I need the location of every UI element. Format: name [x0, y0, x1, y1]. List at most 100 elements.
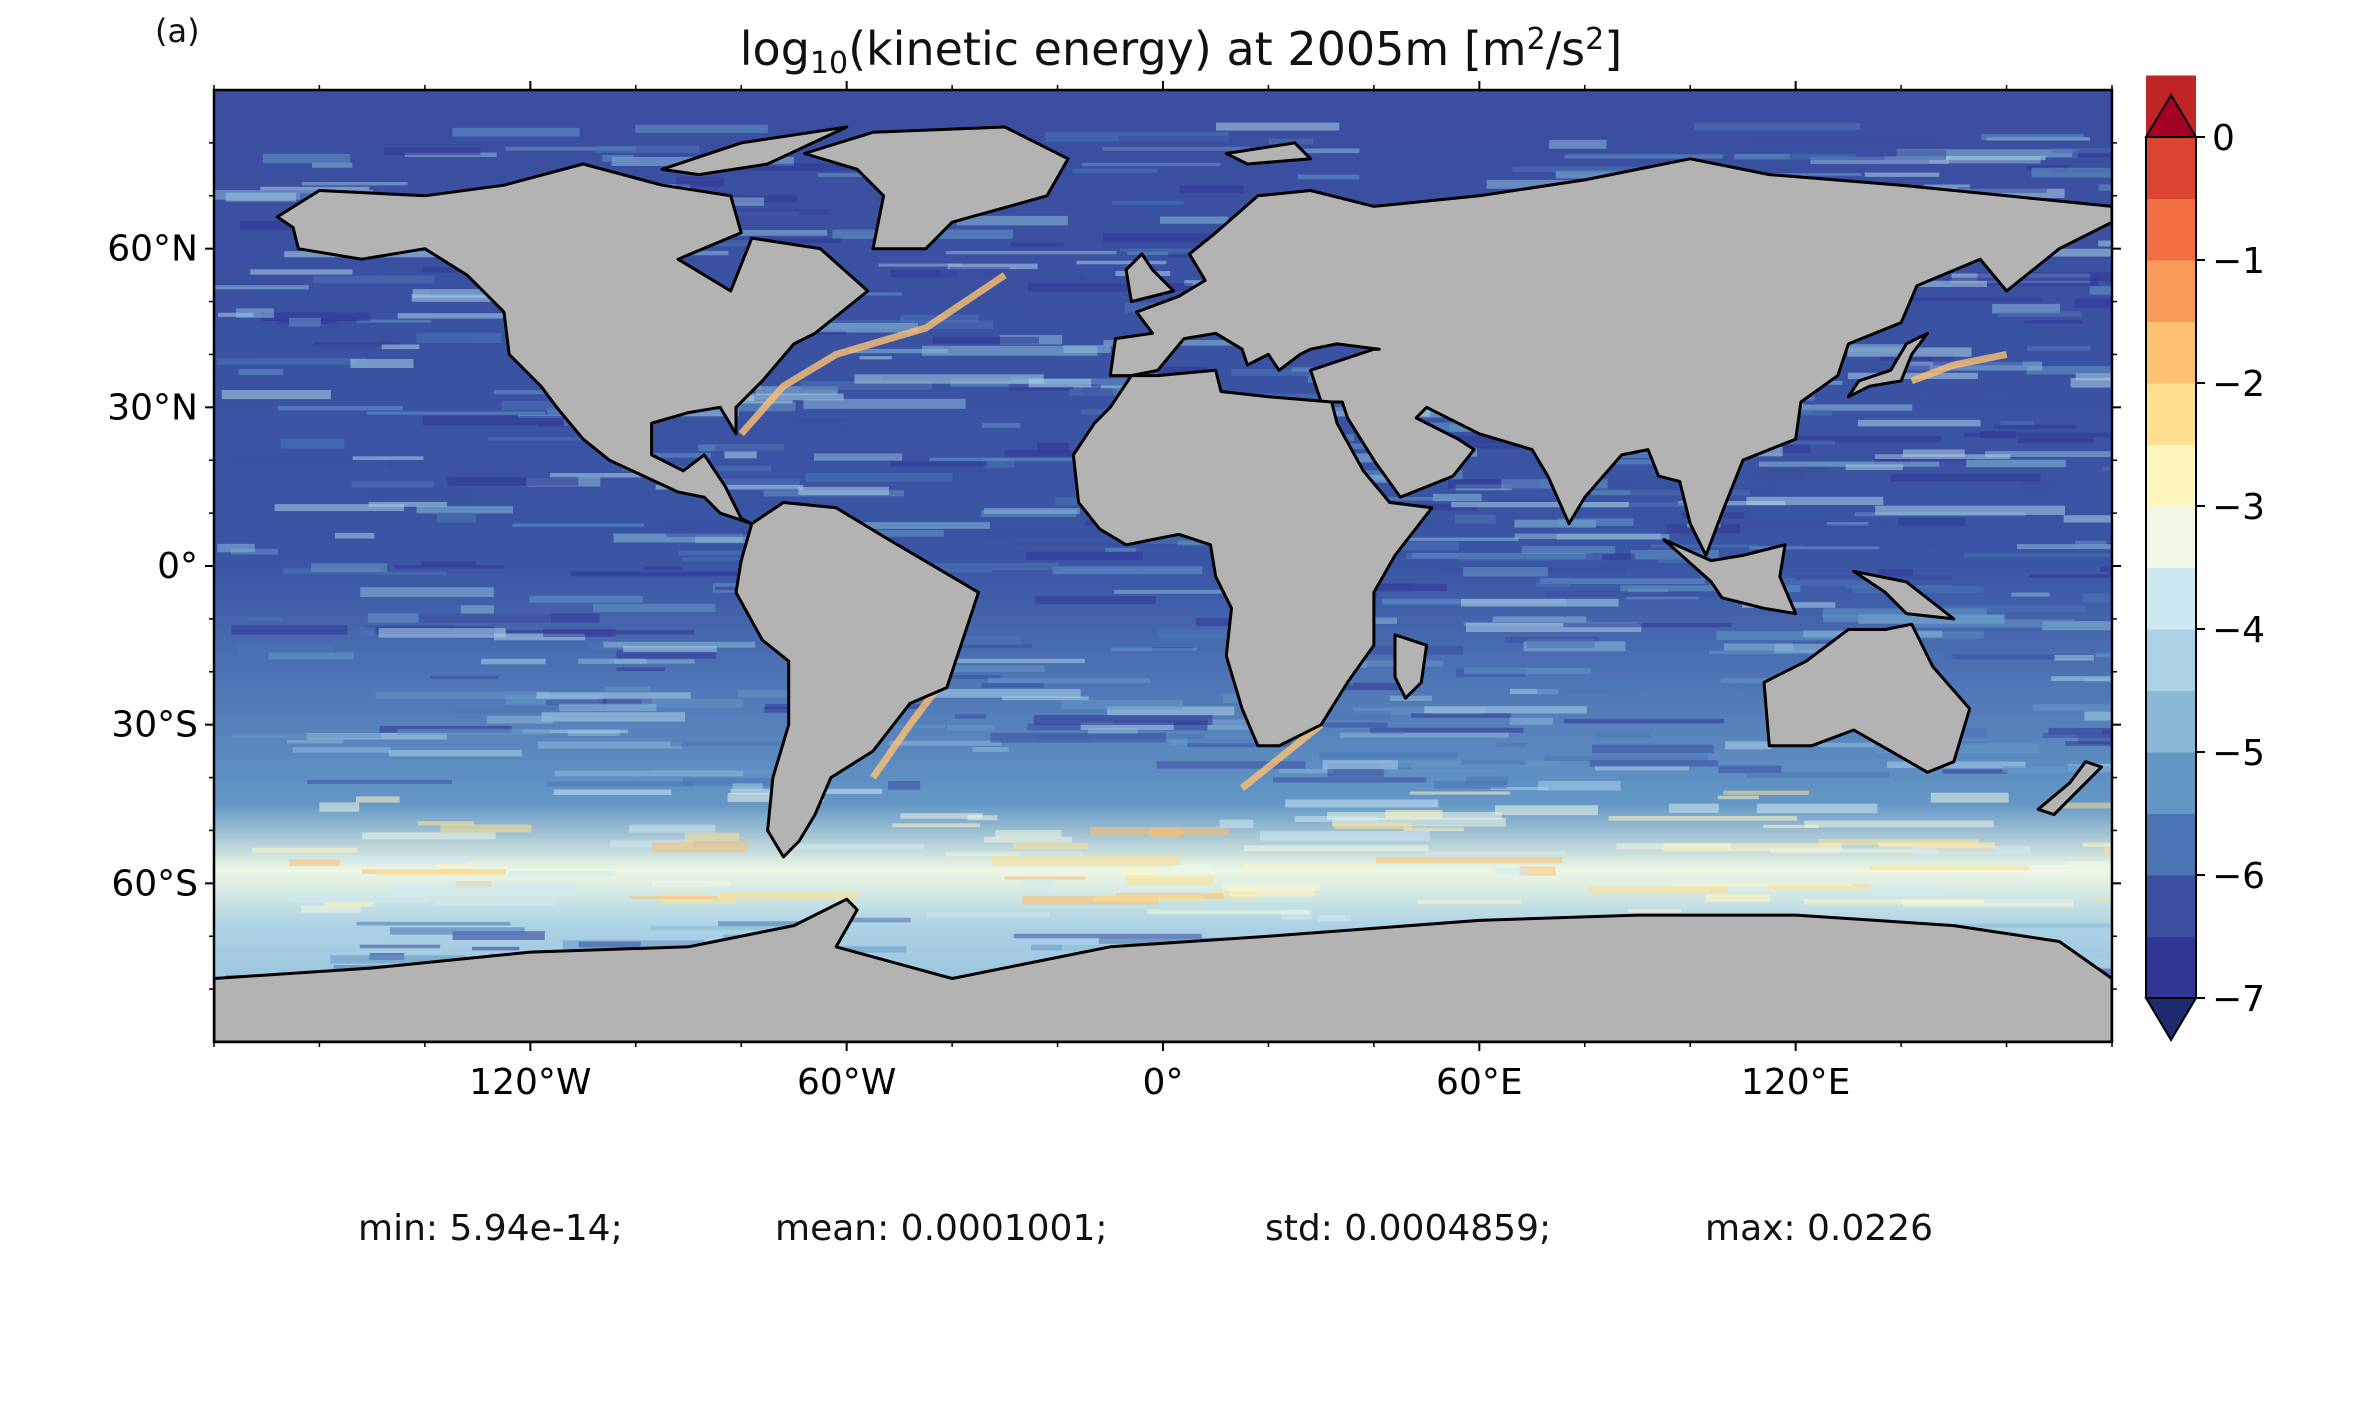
energy-streak	[1628, 909, 1682, 913]
energy-streak	[1229, 886, 1315, 897]
energy-streak	[2032, 704, 2112, 711]
energy-streak	[1465, 622, 1642, 633]
energy-streak	[1563, 622, 1732, 628]
colorbar-label: −4	[2212, 610, 2265, 651]
energy-streak	[367, 411, 546, 415]
energy-streak	[1608, 815, 1798, 821]
energy-streak	[1811, 523, 1882, 531]
energy-streak	[1327, 769, 1384, 777]
energy-streak	[1033, 715, 1213, 725]
energy-streak	[1081, 162, 1221, 167]
energy-streak	[907, 688, 1081, 698]
energy-streak	[1669, 803, 1719, 813]
stat-mean: mean: 0.0001001;	[775, 1208, 1108, 1249]
energy-streak	[930, 562, 1059, 571]
energy-streak	[2082, 593, 2112, 603]
energy-streak	[289, 859, 340, 867]
energy-streak	[440, 824, 532, 833]
energy-streak	[388, 750, 522, 757]
energy-streak	[878, 263, 962, 267]
energy-streak	[1769, 435, 1942, 443]
energy-streak	[292, 747, 391, 753]
energy-streak	[381, 344, 420, 350]
energy-streak	[559, 703, 657, 712]
colorbar-level	[2146, 198, 2196, 261]
energy-streak	[578, 658, 647, 664]
boundary-current	[870, 680, 945, 780]
energy-streak	[1592, 553, 1635, 560]
energy-streak	[652, 842, 749, 853]
energy-streak	[376, 869, 506, 876]
energy-streak	[1589, 760, 1719, 767]
energy-streak	[1763, 824, 1819, 829]
energy-streak	[487, 436, 613, 441]
energy-streak	[2011, 592, 2050, 597]
energy-streak	[1671, 883, 1852, 887]
energy-streak	[252, 847, 358, 853]
energy-streak	[849, 348, 948, 354]
energy-streak	[1432, 493, 1482, 502]
energy-streak	[1521, 545, 1616, 554]
energy-streak	[1105, 547, 1137, 553]
energy-streak	[1544, 755, 1708, 762]
energy-streak	[1769, 848, 1939, 853]
energy-streak	[486, 715, 553, 724]
energy-streak	[2051, 802, 2112, 809]
energy-streak	[1448, 479, 1541, 489]
energy-streak	[1494, 805, 1598, 816]
energy-streak	[1943, 654, 2093, 660]
energy-streak	[2017, 437, 2094, 444]
energy-streak	[1147, 909, 1311, 915]
energy-streak	[416, 333, 502, 344]
land-scandinavia-svalbard	[1224, 141, 1313, 166]
energy-streak	[778, 843, 925, 850]
energy-streak	[1281, 910, 1313, 920]
energy-streak	[274, 504, 404, 512]
energy-streak	[1026, 551, 1143, 561]
energy-streak	[1118, 136, 1233, 145]
colorbar-level	[2146, 444, 2196, 507]
energy-streak	[1461, 760, 1526, 765]
energy-streak	[418, 613, 600, 623]
energy-streak	[798, 486, 889, 495]
energy-streak	[1037, 442, 1069, 453]
energy-streak	[1385, 809, 1443, 819]
energy-streak	[629, 895, 718, 899]
energy-streak	[1106, 706, 1235, 716]
land-arctic-islands	[660, 125, 849, 177]
energy-streak	[359, 944, 441, 949]
energy-streak	[655, 484, 804, 490]
energy-streak	[416, 506, 513, 514]
energy-streak	[1460, 598, 1619, 607]
map-figure: 60°N30°N0°30°S60°S 120°W 60°W 0° 60°E 120°E …	[107, 75, 2265, 1103]
energy-streak	[592, 603, 716, 613]
energy-streak	[1390, 504, 1478, 511]
land-new-guinea	[1852, 569, 1956, 621]
energy-streak	[1031, 944, 1062, 951]
energy-streak	[1412, 172, 1490, 178]
energy-streak	[1093, 895, 1205, 902]
boundary-current	[1910, 351, 2008, 385]
energy-streak	[1512, 124, 1684, 129]
energy-streak	[351, 480, 434, 488]
energy-streak	[388, 460, 479, 468]
energy-streak	[1803, 899, 1984, 905]
energy-streak	[1014, 274, 1168, 285]
energy-streak	[2016, 544, 2112, 550]
energy-streak	[421, 561, 476, 566]
energy-streak	[1564, 154, 1723, 159]
energy-streak	[541, 712, 686, 722]
energy-streak	[1337, 453, 1391, 463]
energy-streak	[2074, 298, 2112, 308]
energy-streak	[1810, 156, 1950, 165]
energy-streak	[1463, 567, 1548, 577]
colorbar-level	[2146, 383, 2196, 445]
energy-streak	[505, 146, 636, 151]
energy-streak	[1630, 550, 1720, 560]
energy-streak	[593, 145, 700, 153]
energy-streak	[2000, 420, 2034, 426]
energy-streak	[502, 400, 590, 411]
energy-streak	[512, 523, 645, 527]
energy-streak	[550, 473, 697, 478]
land-new-zealand	[2036, 760, 2103, 817]
